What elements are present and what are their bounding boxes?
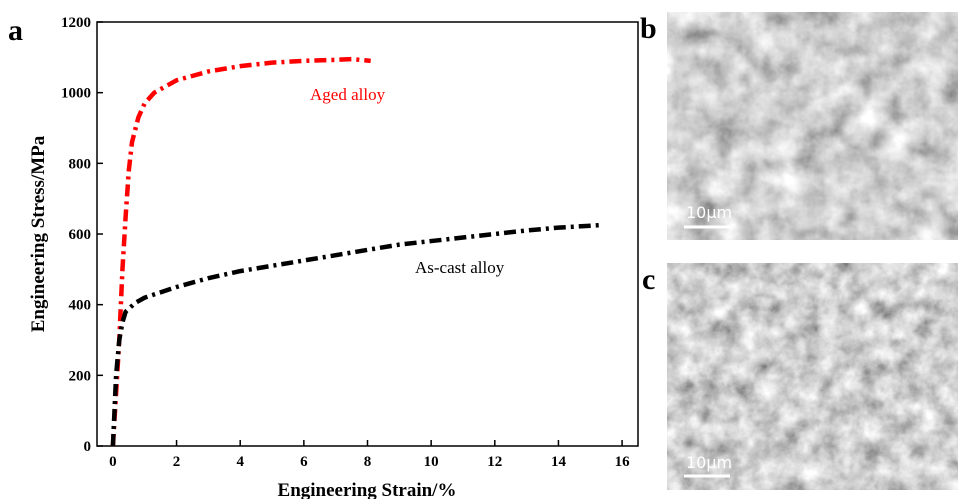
scale-bar-label: 10μm <box>686 453 732 472</box>
x-tick-label: 4 <box>236 454 244 470</box>
sem-image-c <box>667 263 958 490</box>
y-tick-label: 1200 <box>61 15 91 31</box>
y-axis-label: Engineering Stress/MPa <box>28 135 49 332</box>
data-line <box>110 56 371 447</box>
x-tick-label: 8 <box>364 454 372 470</box>
panel-label: a <box>8 14 23 47</box>
y-tick-label: 600 <box>69 227 92 243</box>
y-tick-label: 800 <box>69 156 92 172</box>
x-tick-label: 14 <box>551 454 567 470</box>
series-label: As-cast alloy <box>415 258 505 277</box>
x-tick-label: 0 <box>109 454 117 470</box>
x-axis-label: Engineering Strain/% <box>278 480 457 499</box>
y-tick-label: 1000 <box>61 86 91 102</box>
x-tick-label: 16 <box>615 454 631 470</box>
x-tick-label: 12 <box>487 454 502 470</box>
scale-bar-label: 10μm <box>686 203 732 222</box>
panel-label: b <box>640 12 657 45</box>
y-tick-label: 200 <box>69 368 92 384</box>
sem-image-b <box>667 12 958 240</box>
series-label: Aged alloy <box>310 85 386 104</box>
panel-label: c <box>642 263 655 296</box>
x-tick-label: 10 <box>424 454 439 470</box>
y-tick-label: 0 <box>84 439 92 455</box>
y-tick-label: 400 <box>69 298 92 314</box>
data-line <box>110 222 600 447</box>
x-tick-label: 6 <box>300 454 308 470</box>
x-tick-label: 2 <box>173 454 181 470</box>
